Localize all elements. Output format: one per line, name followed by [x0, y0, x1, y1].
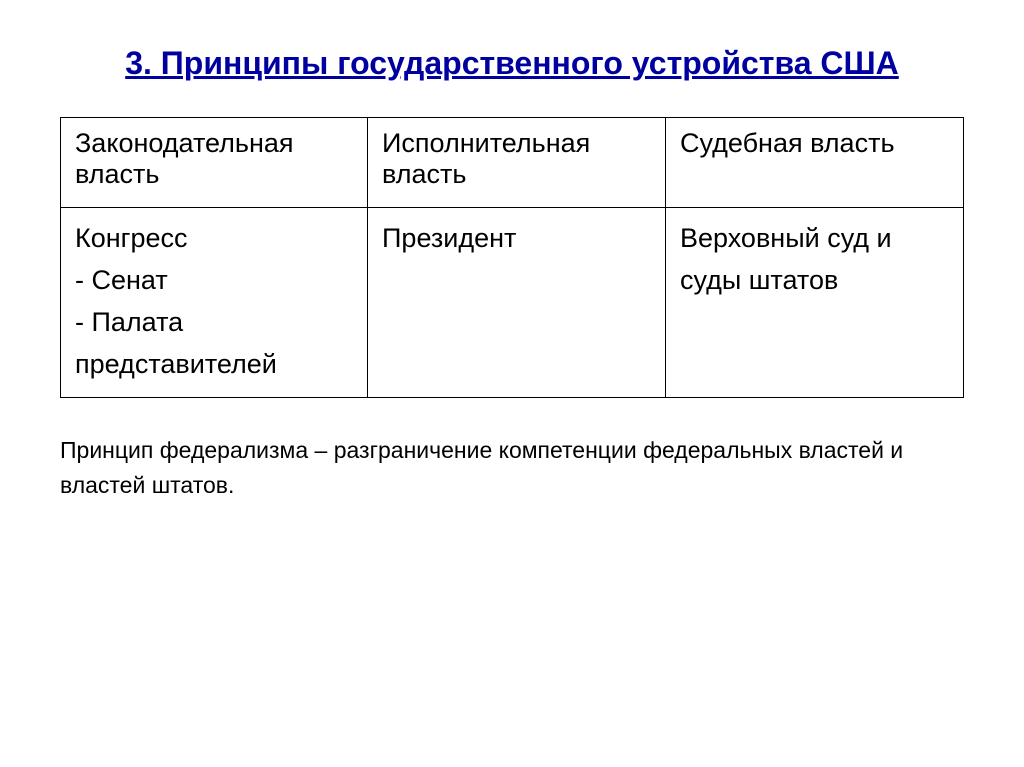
cell-line: Конгресс — [75, 218, 353, 260]
cell-executive: Президент — [368, 208, 666, 398]
header-executive: Исполнительная власть — [368, 118, 666, 208]
header-legislative: Законодательная власть — [61, 118, 368, 208]
cell-line: Верховный суд и суды штатов — [680, 218, 949, 302]
table-header-row: Законодательная власть Исполнительная вл… — [61, 118, 964, 208]
table-body-row: Конгресс - Сенат - Палата представителей… — [61, 208, 964, 398]
cell-line: - Палата представителей — [75, 302, 353, 386]
cell-line: - Сенат — [75, 260, 353, 302]
slide-title: 3. Принципы государственного устройства … — [60, 45, 964, 82]
cell-legislative: Конгресс - Сенат - Палата представителей — [61, 208, 368, 398]
header-judicial: Судебная власть — [666, 118, 964, 208]
government-structure-table: Законодательная власть Исполнительная вл… — [60, 117, 964, 398]
cell-judicial: Верховный суд и суды штатов — [666, 208, 964, 398]
cell-line: Президент — [382, 218, 651, 260]
footer-definition: Принцип федерализма – разграничение комп… — [60, 433, 964, 502]
